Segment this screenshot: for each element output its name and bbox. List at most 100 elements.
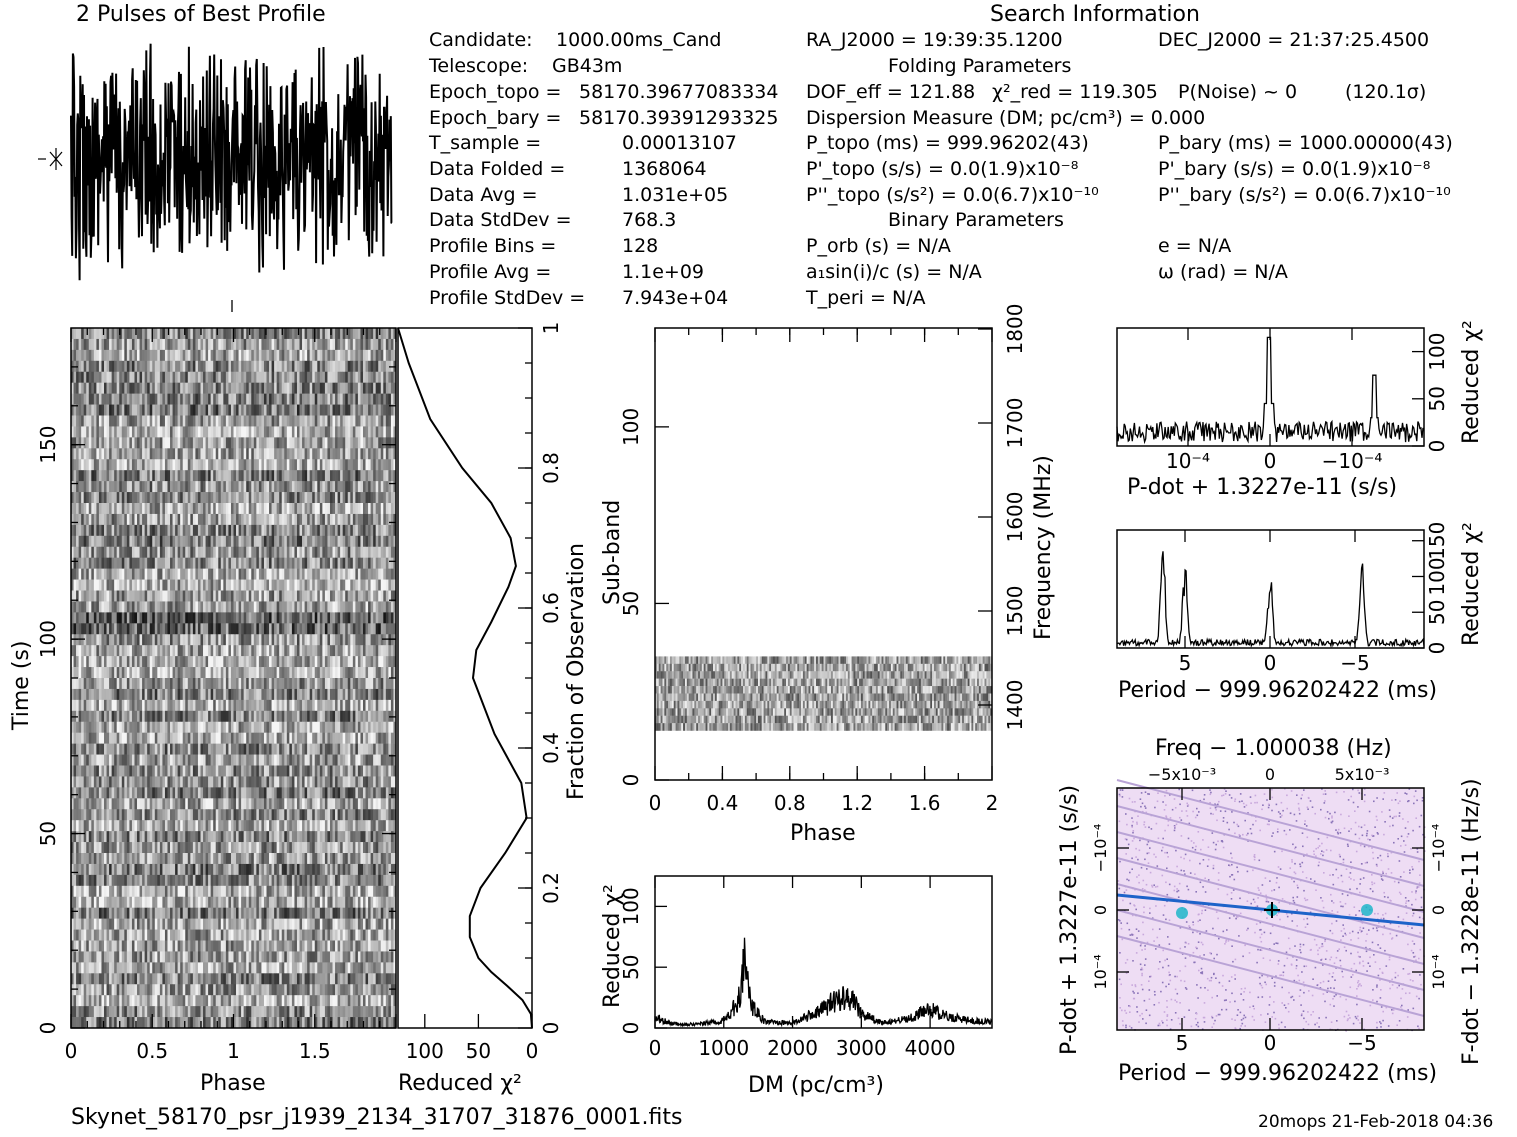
time-phase-cell [251, 645, 255, 657]
time-phase-cell [286, 404, 290, 416]
time-phase-cell [96, 393, 100, 405]
time-phase-cell [327, 568, 331, 580]
time-phase-cell [340, 426, 343, 438]
time-phase-cell [111, 459, 115, 471]
time-phase-cell [274, 470, 277, 482]
time-phase-cell [383, 535, 387, 548]
time-phase-cell [241, 546, 244, 558]
time-phase-cell [182, 678, 186, 690]
time-phase-cell [327, 338, 331, 351]
time-phase-cell [86, 415, 90, 427]
time-phase-cell [263, 535, 267, 548]
time-phase-cell [258, 656, 262, 668]
time-phase-cell [73, 732, 77, 744]
time-phase-cell [309, 459, 313, 471]
time-phase-cell [284, 415, 288, 427]
time-phase-cell [114, 656, 117, 668]
time-phase-cell [345, 513, 349, 526]
time-phase-cell [104, 459, 107, 471]
time-phase-cell [213, 699, 217, 712]
time-phase-cell [104, 710, 107, 723]
time-phase-cell [220, 601, 224, 613]
time-phase-cell [271, 415, 275, 427]
time-phase-cell [393, 601, 397, 613]
time-phase-cell [134, 393, 138, 405]
time-phase-cell [380, 371, 384, 383]
time-phase-cell [332, 470, 336, 482]
time-phase-cell [281, 393, 285, 405]
time-phase-cell [210, 481, 214, 493]
time-phase-cell [190, 524, 194, 537]
time-phase-cell [208, 470, 211, 482]
time-phase-cell [98, 328, 102, 340]
time-phase-cell [83, 623, 87, 635]
time-phase-cell [220, 338, 224, 351]
time-phase-cell [98, 568, 102, 580]
time-phase-cell [266, 437, 270, 449]
time-phase-cell [350, 404, 354, 416]
time-phase-cell [154, 481, 158, 493]
time-phase-cell [342, 481, 346, 493]
time-phase-cell [370, 546, 374, 558]
time-phase-cell [129, 535, 133, 548]
time-phase-cell [195, 634, 199, 646]
time-phase-cell [286, 393, 290, 405]
time-phase-cell [223, 601, 227, 613]
time-phase-cell [274, 393, 277, 405]
time-phase-cell [289, 524, 293, 537]
time-phase-cell [383, 492, 387, 504]
time-phase-cell [172, 415, 176, 427]
time-phase-cell [91, 557, 95, 569]
time-phase-cell [91, 382, 95, 394]
time-phase-cell [345, 645, 349, 657]
time-phase-cell [357, 645, 361, 657]
time-phase-cell [327, 524, 331, 537]
time-phase-cell [355, 612, 359, 624]
time-phase-cell [109, 732, 112, 744]
time-phase-cell [119, 393, 123, 405]
time-phase-cell [124, 645, 128, 657]
time-phase-cell [182, 656, 186, 668]
time-phase-cell [147, 699, 151, 712]
time-phase-cell [124, 590, 128, 602]
time-phase-cell [281, 459, 285, 471]
time-phase-cell [126, 710, 130, 723]
time-phase-cell [342, 524, 346, 537]
time-phase-cell [291, 634, 295, 646]
time-phase-cell [289, 656, 293, 668]
time-phase-cell [76, 546, 79, 558]
time-phase-cell [190, 492, 194, 504]
time-phase-cell [251, 393, 255, 405]
time-phase-cell [347, 382, 351, 394]
time-phase-cell [238, 524, 242, 537]
time-phase-cell [284, 459, 288, 471]
time-phase-cell [276, 645, 280, 657]
time-phase-cell [86, 524, 90, 537]
time-phase-cell [246, 371, 250, 383]
time-phase-cell [144, 710, 148, 723]
time-phase-cell [182, 360, 186, 373]
time-phase-cell [164, 546, 168, 558]
info-value: 128 [622, 235, 658, 257]
time-phase-cell [332, 710, 336, 723]
time-phase-cell [388, 612, 392, 624]
time-phase-cell [195, 503, 199, 515]
time-phase-cell [284, 546, 288, 558]
time-phase-cell [253, 612, 257, 624]
time-phase-cell [393, 492, 397, 504]
time-phase-cell [154, 328, 158, 340]
time-phase-cell [253, 338, 257, 351]
time-phase-cell [86, 448, 90, 460]
time-phase-cell [276, 426, 280, 438]
time-phase-cell [233, 393, 237, 405]
time-phase-cell [236, 546, 239, 558]
time-phase-cell [116, 481, 120, 493]
time-phase-cell [360, 524, 364, 537]
time-phase-cell [172, 568, 176, 580]
time-phase-cell [335, 568, 338, 580]
time-phase-cell [335, 623, 338, 635]
time-phase-cell [192, 513, 196, 526]
time-phase-cell [182, 601, 186, 613]
time-phase-cell [187, 513, 191, 526]
time-phase-cell [269, 470, 272, 482]
